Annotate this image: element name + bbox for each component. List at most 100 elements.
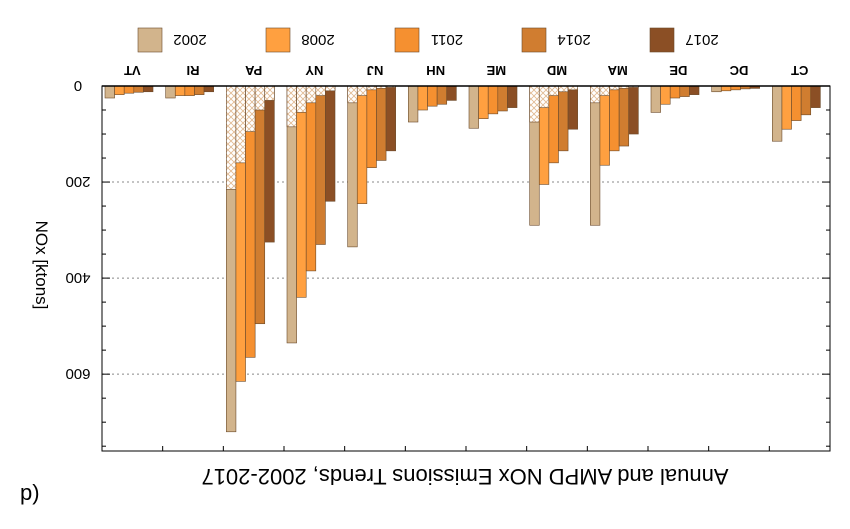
grid-lines [102, 181, 830, 375]
bar-NJ-2011 [366, 85, 377, 168]
ampd-bar-MA-2002 [590, 85, 601, 104]
axes: 0 200 400 600 [65, 77, 831, 452]
bar-CT-2008 [781, 85, 792, 130]
bar-RI-2017 [203, 85, 214, 93]
bar-DE-2011 [669, 85, 681, 99]
ampd-bar-PA-2011 [245, 85, 256, 132]
bar-NH-2017 [446, 85, 457, 101]
bar-NJ-2017 [385, 85, 396, 152]
bar-ME-2017 [507, 85, 518, 108]
legend-swatch-2014 [521, 27, 547, 53]
legend: 2002 2008 2011 2014 2017 [137, 27, 719, 53]
bar-NJ-2008 [356, 85, 368, 204]
bar-ME-2002 [468, 85, 479, 129]
bar-DE-2017 [689, 85, 700, 95]
bar-NY-2014 [315, 85, 326, 245]
ampd-bar-MD-2002 [529, 85, 540, 123]
state-label-NY: NY [305, 63, 323, 78]
bar-NJ-2014 [376, 85, 387, 161]
bar-NY-2008 [296, 85, 307, 298]
bars [104, 85, 821, 433]
bar-VT-2014 [133, 85, 144, 93]
ampd-bar-MD-2008 [538, 85, 550, 108]
panel-label: p) [20, 480, 40, 505]
legend-swatch-2017 [649, 27, 675, 53]
state-label-MA: MA [607, 63, 628, 78]
ampd-bar-PA-2014 [254, 85, 266, 111]
legend-swatch-2011 [394, 27, 420, 53]
ampd-bar-NJ-2008 [356, 85, 368, 96]
ampd-bar-PA-2017 [264, 85, 275, 101]
title-group: Annual and AMPD NOx Emissions Trends, 20… [201, 464, 728, 489]
state-label-PA: PA [245, 63, 263, 78]
legend-label-2014: 2014 [557, 31, 590, 48]
state-label-MD: MD [547, 63, 567, 78]
ampd-bar-PA-2002 [226, 85, 237, 190]
bar-VT-2011 [123, 85, 135, 94]
legend-label-2002: 2002 [173, 31, 206, 48]
bar-NH-2008 [417, 85, 428, 111]
ampd-bar-NY-2002 [286, 85, 297, 128]
bar-DC-2002 [711, 85, 722, 93]
bar-NH-2002 [408, 85, 419, 123]
bar-RI-2014 [194, 85, 205, 95]
bar-NJ-2002 [347, 85, 358, 248]
chart-title: Annual and AMPD NOx Emissions Trends, 20… [201, 464, 728, 489]
bar-MD-2011 [548, 85, 559, 164]
state-label-RI: RI [187, 63, 200, 78]
bar-ME-2011 [487, 85, 499, 115]
bar-DE-2008 [660, 85, 671, 105]
bar-MD-2017 [567, 85, 578, 130]
bar-MA-2011 [609, 85, 620, 152]
y-axis-label: NOx [ktons] [32, 221, 51, 310]
bar-CT-2002 [772, 85, 783, 142]
ampd-bar-NY-2011 [305, 85, 317, 104]
bar-MA-2014 [618, 85, 630, 147]
bar-ME-2014 [497, 85, 508, 112]
ampd-bar-NY-2008 [296, 85, 307, 113]
state-labels: CT DC DE MA MD ME NH NJ NY PA RI VT [124, 63, 808, 78]
plot-frame [101, 85, 831, 452]
legend-label-2011: 2011 [431, 31, 463, 48]
state-label-NH: NH [426, 63, 445, 78]
state-label-DE: DE [669, 63, 687, 78]
ytick-label-400: 400 [65, 269, 90, 286]
ampd-bar-MA-2008 [599, 85, 610, 96]
bar-CT-2017 [810, 85, 821, 108]
bar-MD-2014 [558, 85, 569, 152]
bar-CT-2011 [791, 85, 802, 121]
state-label-CT: CT [791, 63, 808, 78]
bar-NH-2011 [427, 85, 438, 107]
bar-DE-2014 [679, 85, 690, 97]
bar-RI-2008 [174, 85, 186, 96]
bar-MA-2017 [628, 85, 639, 135]
state-label-VT: VT [124, 63, 141, 78]
ampd-bar-NJ-2002 [347, 85, 358, 104]
ytick-label-200: 200 [65, 173, 90, 190]
bar-PA-2017 [264, 85, 275, 243]
state-label-NJ: NJ [367, 63, 384, 78]
state-label-DC: DC [729, 63, 748, 78]
bar-ME-2008 [478, 85, 489, 119]
bar-MA-2002 [590, 85, 601, 226]
bar-PA-2014 [254, 85, 266, 325]
ytick-label-600: 600 [65, 365, 90, 382]
legend-label-2008: 2008 [301, 31, 334, 48]
ytick-label-0: 0 [74, 77, 82, 94]
legend-swatch-2002 [137, 27, 163, 53]
bar-NY-2017 [325, 85, 336, 202]
ampd-bar-PA-2008 [235, 85, 246, 164]
bar-NH-2014 [436, 85, 448, 105]
bar-CT-2014 [800, 85, 812, 116]
ylabel-group: NOx [ktons] [32, 221, 51, 310]
bar-VT-2008 [114, 85, 125, 95]
legend-label-2017: 2017 [685, 31, 718, 48]
legend-swatch-2008 [265, 27, 291, 53]
bar-NY-2011 [305, 85, 317, 272]
bar-MA-2008 [599, 85, 610, 166]
ampd-bar-NY-2014 [315, 85, 326, 96]
ampd-bar-MD-2014 [558, 85, 569, 93]
bar-RI-2002 [165, 85, 176, 99]
bar-VT-2002 [104, 85, 115, 99]
